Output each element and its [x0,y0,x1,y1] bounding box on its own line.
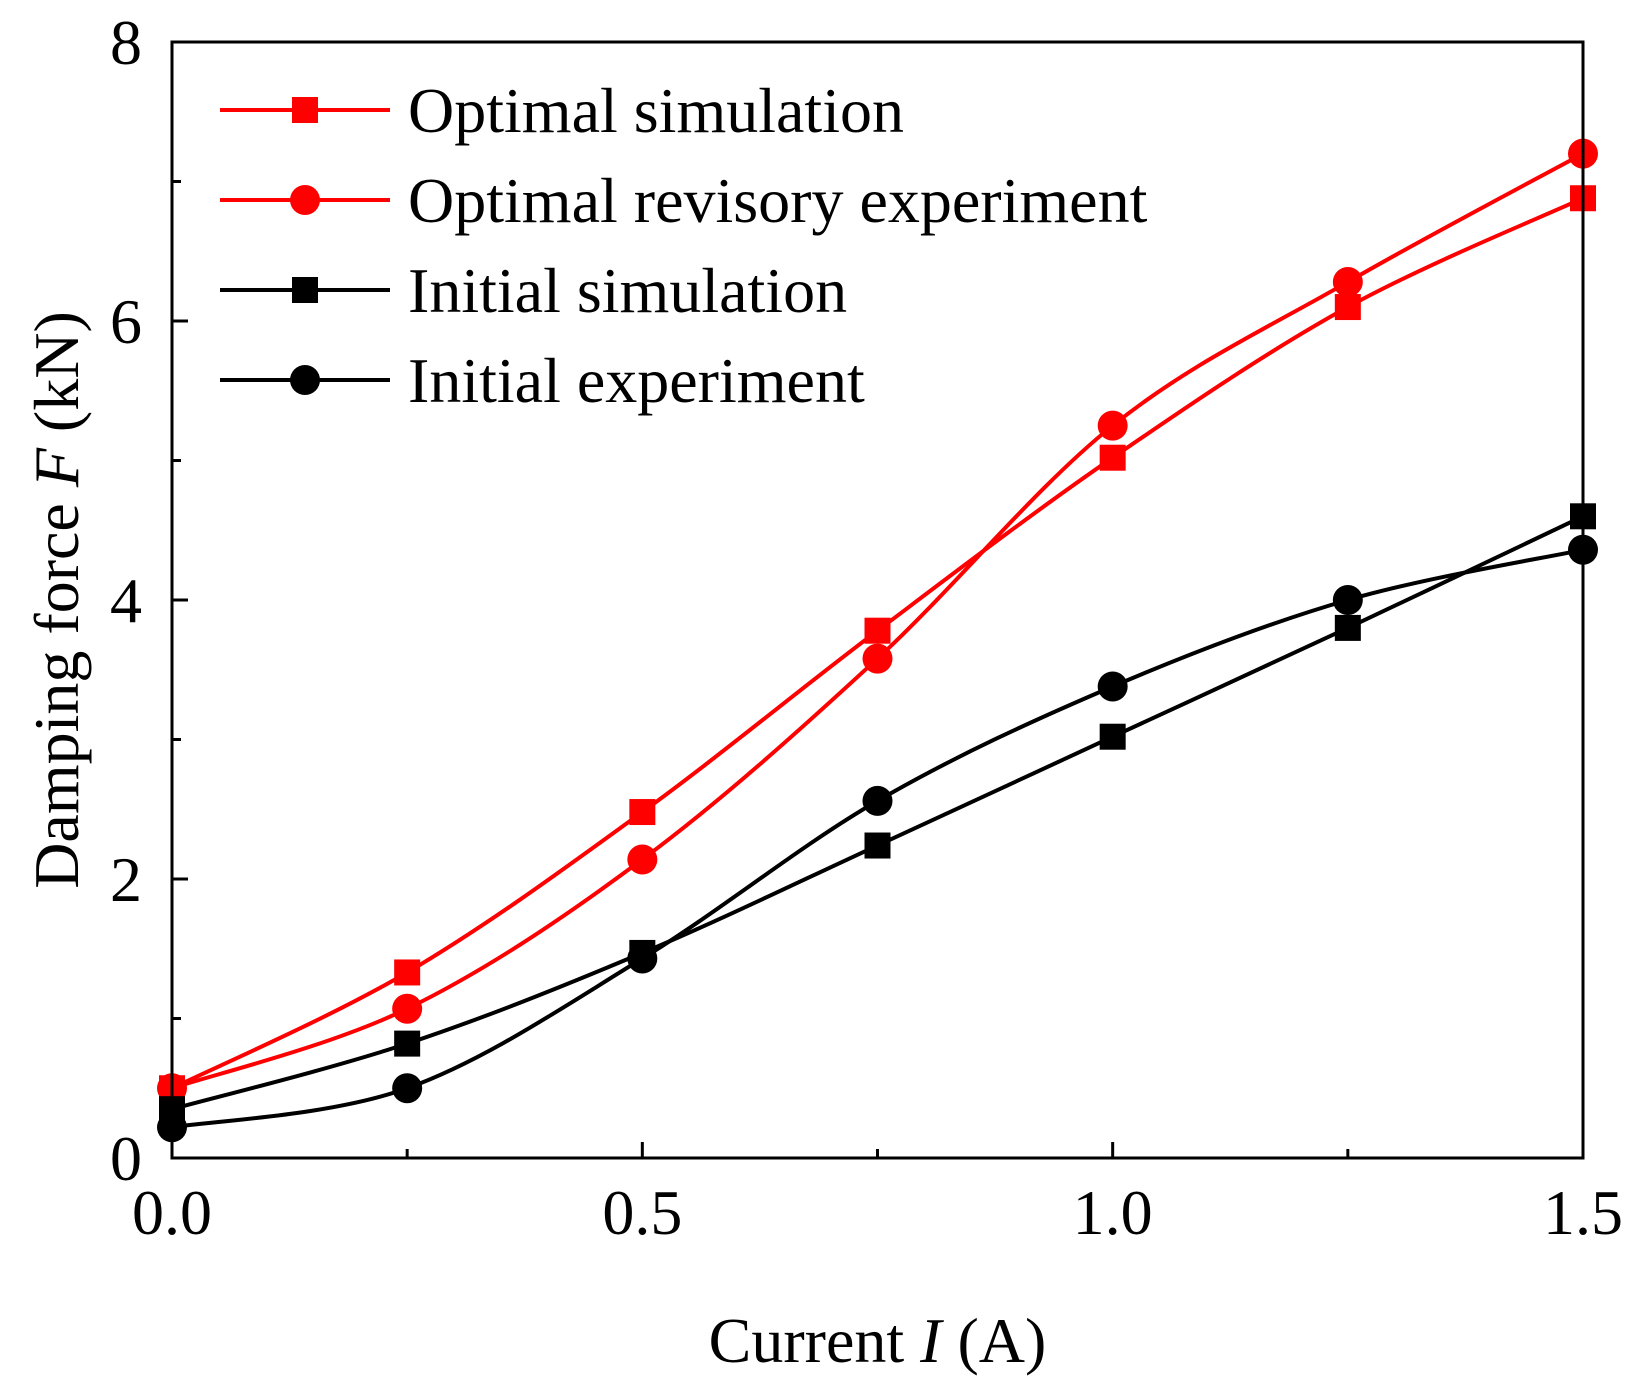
y-tick-label: 4 [110,565,142,636]
data-point [862,785,893,816]
y-axis-title-unit: (kN) [21,311,92,448]
legend-label: Initial simulation [408,255,847,326]
y-tick-label: 8 [110,7,142,78]
legend-marker [292,277,318,303]
legend-item: Initial experiment [220,345,865,416]
data-point [392,1073,423,1104]
x-tick-label: 1.5 [1543,1177,1623,1248]
legend-item: Optimal simulation [220,75,904,146]
series-3 [159,503,1596,1123]
data-point [394,1030,421,1057]
data-point [394,959,421,986]
legend-item: Optimal revisory experiment [220,165,1148,236]
y-tick-label: 6 [110,286,142,357]
data-point [629,799,656,826]
data-point [1332,266,1363,297]
legend-label: Optimal simulation [408,75,904,146]
y-axis-title: Damping force F (kN) [21,311,92,889]
legend-item: Initial simulation [220,255,847,326]
data-point [1097,410,1128,441]
legend-marker [290,365,320,395]
legend-marker [290,185,320,215]
data-point [1099,444,1126,471]
x-axis-title-unit: (A) [941,1305,1046,1376]
y-axis-title-variable: F [21,447,92,488]
data-point [1332,585,1363,615]
x-tick-label: 1.0 [1073,1177,1153,1248]
legend-label: Initial experiment [408,345,865,416]
data-point [1099,723,1126,750]
x-tick-label: 0.0 [132,1177,212,1248]
data-point [627,943,658,974]
data-point [1334,294,1361,321]
legend-label: Optimal revisory experiment [408,165,1148,236]
x-axis-title: Current I (A) [709,1305,1047,1376]
data-point [627,844,658,875]
y-tick-label: 0 [110,1123,142,1194]
legend: Optimal simulation Optimal revisory exper… [220,75,1148,416]
data-point [1334,614,1361,641]
axis-ticks: 0.0 0.5 1.0 1.5 0 2 4 6 8 [110,7,1623,1248]
data-point [392,993,423,1024]
x-tick-label: 0.5 [602,1177,682,1248]
legend-marker [292,97,318,123]
series-4 [157,534,1598,1143]
x-axis-title-prefix: Current [709,1305,921,1376]
x-axis-title-variable: I [919,1305,944,1376]
data-point [864,617,891,644]
data-point [1097,671,1128,702]
series-layer [157,138,1598,1143]
y-axis-title-prefix: Damping force [21,487,92,889]
data-point [862,643,893,674]
data-point [864,832,891,859]
y-tick-label: 2 [110,844,142,915]
series-1 [159,185,1596,1102]
